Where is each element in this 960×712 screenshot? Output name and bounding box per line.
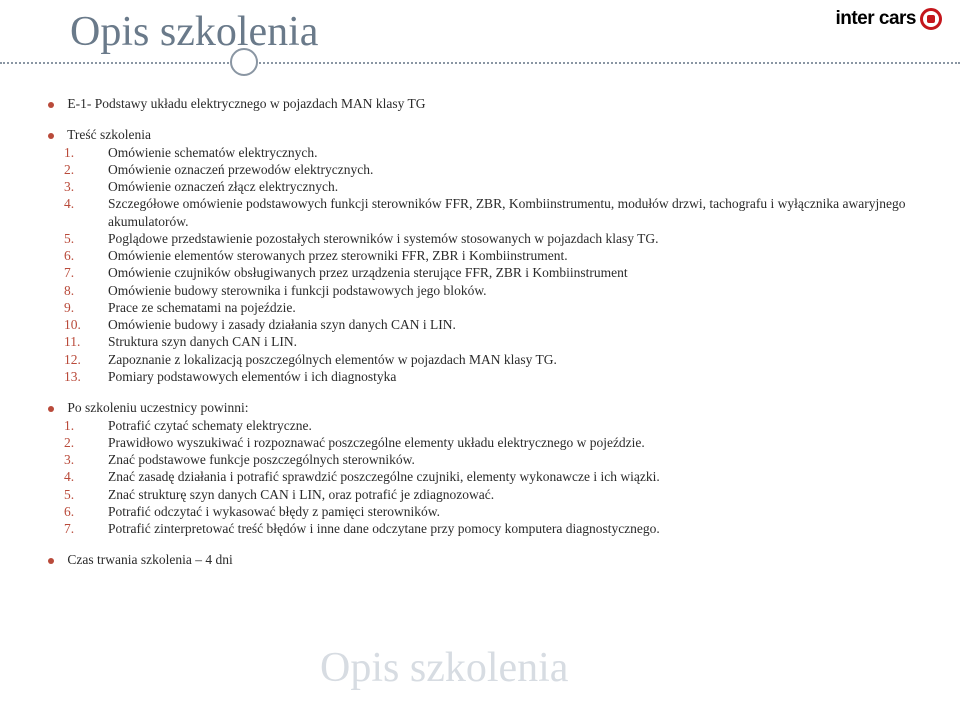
item-text: Znać strukturę szyn danych CAN i LIN, or… — [108, 486, 940, 503]
section2-heading: Po szkoleniu uczestnicy powinni: — [67, 400, 248, 415]
duration-row: Czas trwania szkolenia – 4 dni — [64, 551, 940, 568]
item-number: 7. — [64, 520, 108, 537]
course-heading-row: E-1- Podstawy układu elektrycznego w poj… — [64, 95, 940, 112]
brand-logo-icon — [920, 8, 942, 30]
title-rule — [0, 62, 960, 64]
list-item: 3.Znać podstawowe funkcje poszczególnych… — [64, 451, 940, 468]
item-number: 6. — [64, 247, 108, 264]
list-item: 4.Szczegółowe omówienie podstawowych fun… — [64, 195, 940, 230]
item-number: 9. — [64, 299, 108, 316]
list-item: 9.Prace ze schematami na pojeździe. — [64, 299, 940, 316]
brand-logo: inter cars — [835, 8, 942, 30]
list-item: 5.Znać strukturę szyn danych CAN i LIN, … — [64, 486, 940, 503]
list-item: 6.Potrafić odczytać i wykasować błędy z … — [64, 503, 940, 520]
list-item: 11.Struktura szyn danych CAN i LIN. — [64, 333, 940, 350]
item-text: Poglądowe przedstawienie pozostałych ste… — [108, 230, 940, 247]
item-text: Szczegółowe omówienie podstawowych funkc… — [108, 195, 940, 230]
item-number: 10. — [64, 316, 108, 333]
item-text: Potrafić czytać schematy elektryczne. — [108, 417, 940, 434]
list-item: 1.Omówienie schematów elektrycznych. — [64, 144, 940, 161]
item-text: Znać podstawowe funkcje poszczególnych s… — [108, 451, 940, 468]
list-item: 8.Omówienie budowy sterownika i funkcji … — [64, 282, 940, 299]
list-item: 7.Omówienie czujników obsługiwanych prze… — [64, 264, 940, 281]
section1-list: 1.Omówienie schematów elektrycznych. 2.O… — [64, 144, 940, 386]
item-text: Omówienie budowy i zasady działania szyn… — [108, 316, 940, 333]
item-number: 7. — [64, 264, 108, 281]
list-item: 5.Poglądowe przedstawienie pozostałych s… — [64, 230, 940, 247]
item-text: Omówienie oznaczeń złącz elektrycznych. — [108, 178, 940, 195]
item-text: Omówienie elementów sterowanych przez st… — [108, 247, 940, 264]
item-text: Struktura szyn danych CAN i LIN. — [108, 333, 940, 350]
item-text: Znać zasadę działania i potrafić sprawdz… — [108, 468, 940, 485]
course-heading: E-1- Podstawy układu elektrycznego w poj… — [67, 96, 425, 111]
bullet-icon — [48, 558, 54, 564]
item-number: 3. — [64, 178, 108, 195]
item-number: 4. — [64, 468, 108, 485]
list-item: 13.Pomiary podstawowych elementów i ich … — [64, 368, 940, 385]
list-item: 2.Omówienie oznaczeń przewodów elektrycz… — [64, 161, 940, 178]
item-number: 13. — [64, 368, 108, 385]
item-number: 6. — [64, 503, 108, 520]
item-text: Pomiary podstawowych elementów i ich dia… — [108, 368, 940, 385]
list-item: 2.Prawidłowo wyszukiwać i rozpoznawać po… — [64, 434, 940, 451]
item-number: 1. — [64, 144, 108, 161]
list-item: 12.Zapoznanie z lokalizacją poszczególny… — [64, 351, 940, 368]
list-item: 4.Znać zasadę działania i potrafić spraw… — [64, 468, 940, 485]
duration-text: Czas trwania szkolenia – 4 dni — [67, 552, 232, 567]
item-text: Potrafić odczytać i wykasować błędy z pa… — [108, 503, 940, 520]
section2-list: 1.Potrafić czytać schematy elektryczne. … — [64, 417, 940, 538]
section1-heading: Treść szkolenia — [67, 127, 151, 142]
watermark-text: Opis szkolenia — [320, 644, 568, 692]
item-text: Omówienie schematów elektrycznych. — [108, 144, 940, 161]
item-text: Zapoznanie z lokalizacją poszczególnych … — [108, 351, 940, 368]
page-header: Opis szkolenia — [70, 8, 840, 56]
bullet-icon — [48, 102, 54, 108]
list-item: 7.Potrafić zinterpretować treść błędów i… — [64, 520, 940, 537]
item-text: Prawidłowo wyszukiwać i rozpoznawać posz… — [108, 434, 940, 451]
item-text: Potrafić zinterpretować treść błędów i i… — [108, 520, 940, 537]
list-item: 3.Omówienie oznaczeń złącz elektrycznych… — [64, 178, 940, 195]
bullet-icon — [48, 406, 54, 412]
item-text: Prace ze schematami na pojeździe. — [108, 299, 940, 316]
item-number: 2. — [64, 434, 108, 451]
section1-head-row: Treść szkolenia — [64, 126, 940, 143]
item-number: 5. — [64, 230, 108, 247]
title-circle-icon — [230, 48, 258, 76]
item-number: 3. — [64, 451, 108, 468]
item-number: 5. — [64, 486, 108, 503]
item-number: 2. — [64, 161, 108, 178]
list-item: 1.Potrafić czytać schematy elektryczne. — [64, 417, 940, 434]
page-title: Opis szkolenia — [70, 8, 840, 56]
item-text: Omówienie oznaczeń przewodów elektryczny… — [108, 161, 940, 178]
brand-logo-text: inter cars — [835, 8, 916, 30]
content-area: E-1- Podstawy układu elektrycznego w poj… — [48, 95, 940, 569]
item-text: Omówienie budowy sterownika i funkcji po… — [108, 282, 940, 299]
section2-head-row: Po szkoleniu uczestnicy powinni: — [64, 399, 940, 416]
item-number: 1. — [64, 417, 108, 434]
bullet-icon — [48, 133, 54, 139]
item-number: 8. — [64, 282, 108, 299]
item-number: 4. — [64, 195, 108, 212]
item-text: Omówienie czujników obsługiwanych przez … — [108, 264, 940, 281]
list-item: 10.Omówienie budowy i zasady działania s… — [64, 316, 940, 333]
item-number: 12. — [64, 351, 108, 368]
list-item: 6.Omówienie elementów sterowanych przez … — [64, 247, 940, 264]
item-number: 11. — [64, 333, 108, 350]
